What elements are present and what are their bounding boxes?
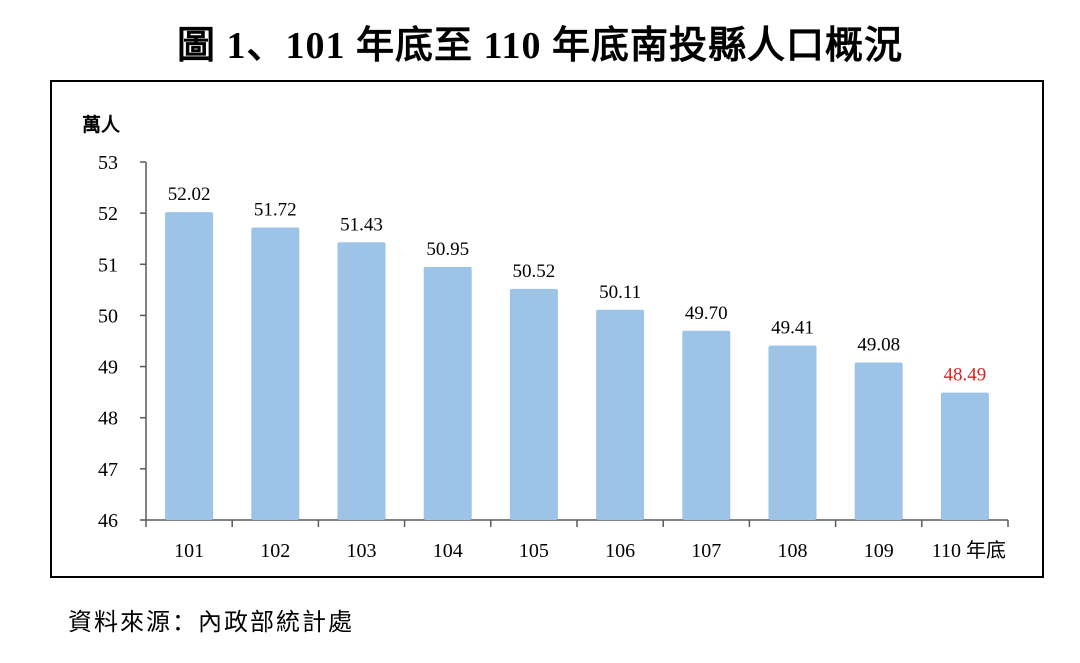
data-label: 49.08 — [857, 334, 900, 355]
bar-106 — [596, 309, 645, 520]
bar-103 — [337, 242, 386, 520]
x-tick-label: 106 — [605, 540, 635, 562]
x-tick-label: 104 — [433, 540, 463, 562]
y-tick-label: 49 — [98, 357, 118, 379]
y-axis-label: 萬人 — [82, 114, 121, 136]
x-tick-label: 110 年底 — [932, 539, 1006, 562]
y-tick-label: 51 — [98, 254, 118, 276]
data-label: 49.70 — [685, 303, 728, 324]
data-label: 51.72 — [254, 199, 297, 220]
x-tick-label: 109 — [864, 540, 894, 562]
data-label: 51.43 — [340, 214, 383, 235]
bar-110 — [940, 392, 989, 520]
bar-101 — [165, 212, 214, 520]
y-tick-label: 52 — [98, 203, 118, 225]
x-tick-label: 105 — [519, 540, 549, 562]
chart-frame — [50, 80, 1044, 578]
x-tick-label: 102 — [260, 540, 290, 562]
bar-108 — [768, 345, 817, 520]
data-label: 52.02 — [168, 184, 211, 205]
bar-105 — [509, 288, 558, 520]
y-tick-label: 47 — [98, 459, 118, 481]
data-label: 50.95 — [426, 239, 469, 260]
bar-107 — [682, 330, 731, 520]
x-tick-label: 108 — [778, 540, 808, 562]
y-tick-label: 48 — [98, 408, 118, 430]
bar-104 — [423, 266, 472, 520]
bar-102 — [251, 227, 300, 520]
data-source-note: 資料來源：內政部統計處 — [68, 610, 354, 636]
x-tick-label: 103 — [347, 540, 377, 562]
bar-109 — [854, 362, 903, 520]
data-label: 49.41 — [771, 318, 814, 339]
data-label: 50.11 — [599, 282, 641, 303]
x-tick-label: 101 — [174, 540, 204, 562]
y-tick-label: 50 — [98, 305, 118, 327]
y-tick-label: 53 — [98, 152, 118, 174]
data-label: 48.49 — [944, 365, 987, 386]
data-label: 50.52 — [513, 261, 556, 282]
chart-title: 圖 1、101 年底至 110 年底南投縣人口概況 — [177, 25, 903, 67]
x-tick-label: 107 — [691, 540, 721, 562]
y-tick-label: 46 — [98, 510, 118, 532]
